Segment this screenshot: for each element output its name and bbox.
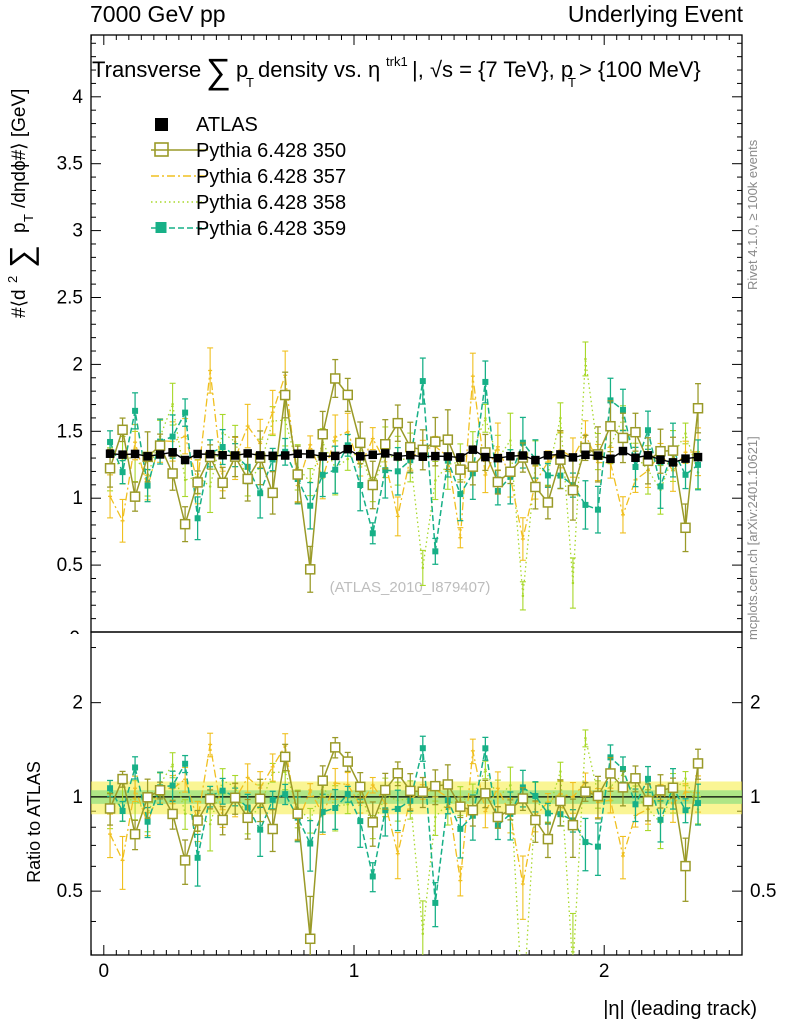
svg-text:(ATLAS_2010_I879407): (ATLAS_2010_I879407) — [330, 579, 491, 596]
svg-text:Pythia 6.428 357: Pythia 6.428 357 — [196, 166, 346, 188]
svg-text:4: 4 — [72, 87, 83, 108]
svg-text:1: 1 — [750, 787, 761, 808]
svg-text:p: p — [9, 222, 30, 233]
svg-text:Transverse: Transverse — [92, 57, 201, 82]
svg-text:T: T — [568, 75, 576, 90]
svg-text:0: 0 — [99, 961, 110, 982]
svg-text:2.5: 2.5 — [57, 288, 83, 309]
svg-text:Underlying Event: Underlying Event — [568, 1, 744, 27]
svg-text:2: 2 — [72, 693, 83, 714]
svg-text:|, √s = {7 TeV}, p: |, √s = {7 TeV}, p — [412, 57, 573, 82]
svg-text:7000 GeV pp: 7000 GeV pp — [90, 1, 226, 27]
svg-text:2: 2 — [750, 693, 761, 714]
svg-text:#⟨d: #⟨d — [9, 289, 30, 318]
svg-text:> {100 MeV}: > {100 MeV} — [579, 57, 701, 82]
svg-text:1: 1 — [349, 961, 360, 982]
svg-text:3: 3 — [72, 221, 83, 242]
svg-text:Rivet 4.1.0, ≥ 100k events: Rivet 4.1.0, ≥ 100k events — [745, 139, 760, 290]
svg-text:1: 1 — [72, 488, 83, 509]
svg-text:ATLAS: ATLAS — [196, 114, 258, 136]
svg-text:1.5: 1.5 — [57, 421, 83, 442]
svg-text:1: 1 — [72, 787, 83, 808]
svg-text:0.5: 0.5 — [57, 555, 83, 576]
svg-text:2: 2 — [5, 276, 20, 283]
svg-text:0.5: 0.5 — [750, 881, 776, 902]
svg-text:3.5: 3.5 — [57, 154, 83, 175]
svg-text:/dηdϕ#⟩ [GeV]: /dηdϕ#⟩ [GeV] — [9, 89, 30, 208]
svg-text:trk1: trk1 — [386, 54, 408, 69]
svg-text:Ratio to ATLAS: Ratio to ATLAS — [24, 761, 44, 883]
svg-text:∑: ∑ — [3, 245, 39, 268]
svg-text:|η| (leading track): |η| (leading track) — [603, 998, 757, 1020]
svg-text:0.5: 0.5 — [57, 881, 83, 902]
svg-text:Pythia 6.428 350: Pythia 6.428 350 — [196, 140, 346, 162]
svg-text:T: T — [246, 75, 254, 90]
svg-text:2: 2 — [72, 354, 83, 375]
svg-text:T: T — [21, 214, 36, 222]
svg-text:Pythia 6.428 358: Pythia 6.428 358 — [196, 192, 346, 214]
svg-text:density vs. η: density vs. η — [258, 57, 380, 82]
svg-text:2: 2 — [599, 961, 610, 982]
svg-text:Pythia 6.428 359: Pythia 6.428 359 — [196, 218, 346, 240]
svg-text:∑: ∑ — [206, 52, 231, 91]
svg-text:mcplots.cern.ch [arXiv:2401.10: mcplots.cern.ch [arXiv:2401.10621] — [745, 436, 760, 640]
